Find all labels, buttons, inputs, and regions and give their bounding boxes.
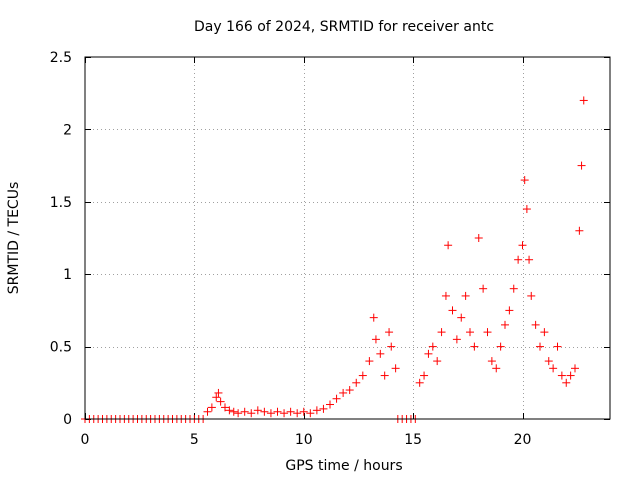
data-point: [214, 388, 223, 397]
data-point: [452, 335, 461, 344]
data-point: [293, 409, 302, 418]
data-point: [531, 320, 540, 329]
data-point: [266, 409, 275, 418]
data-point: [280, 409, 289, 418]
data-point: [352, 378, 361, 387]
data-point: [365, 357, 374, 366]
axis-ticks: [85, 57, 610, 420]
data-point: [540, 328, 549, 337]
data-point: [544, 357, 553, 366]
data-point: [505, 306, 514, 315]
data-point: [553, 342, 562, 351]
y-tick-label: 0.5: [50, 340, 72, 356]
data-point: [566, 371, 575, 380]
data-point: [518, 241, 527, 250]
data-points: [81, 96, 588, 423]
data-point: [483, 328, 492, 337]
x-tick-label: 5: [190, 432, 199, 448]
x-axis-label: GPS time / hours: [285, 458, 402, 474]
data-point: [487, 357, 496, 366]
y-tick-label: 2: [63, 122, 72, 138]
data-point: [520, 176, 529, 185]
data-point: [461, 291, 470, 300]
y-axis-label: SRMTID / TECUs: [6, 182, 22, 295]
data-point: [203, 407, 212, 416]
data-point: [229, 407, 238, 416]
data-point: [225, 406, 234, 415]
data-point: [339, 388, 348, 397]
y-tick-label: 0: [63, 412, 72, 428]
data-point: [501, 320, 509, 329]
data-point: [496, 342, 505, 351]
data-point: [575, 226, 584, 235]
data-point: [522, 205, 531, 214]
x-tick-label: 10: [295, 432, 313, 448]
chart-title: Day 166 of 2024, SRMTID for receiver ant…: [194, 19, 494, 35]
data-point: [234, 409, 243, 418]
data-point: [424, 349, 433, 358]
data-point: [457, 313, 466, 322]
data-point: [216, 397, 225, 406]
data-point: [260, 407, 269, 416]
data-point: [509, 284, 518, 293]
y-tick-label: 2.5: [50, 50, 72, 66]
data-point: [441, 291, 450, 300]
plot-frame: [84, 56, 611, 420]
y-tick-label: 1.5: [50, 195, 72, 211]
data-point: [212, 393, 221, 402]
data-point: [376, 349, 385, 358]
x-tick-label: 0: [81, 432, 90, 448]
data-point: [479, 284, 488, 293]
data-point: [557, 371, 566, 380]
data-point: [437, 328, 446, 337]
data-point: [391, 364, 400, 373]
data-point: [433, 357, 442, 366]
data-point: [358, 371, 367, 380]
data-point: [577, 161, 586, 170]
data-point: [448, 306, 457, 315]
data-point: [470, 342, 479, 351]
data-point: [387, 342, 396, 351]
data-point: [207, 403, 216, 412]
grid-lines: [85, 57, 610, 419]
data-point: [527, 291, 536, 300]
y-tick-label: 1: [63, 267, 72, 283]
data-point: [444, 241, 453, 250]
data-point: [326, 400, 334, 409]
data-point: [385, 328, 394, 337]
data-point: [240, 407, 249, 416]
data-point: [247, 409, 256, 418]
data-point: [369, 313, 378, 322]
data-point: [380, 371, 389, 380]
data-point: [221, 403, 229, 412]
data-point: [579, 96, 588, 105]
data-point: [253, 406, 262, 415]
data-point: [492, 364, 501, 373]
data-point: [525, 255, 534, 264]
data-point: [571, 364, 579, 373]
x-tick-labels: 0 5 10 15 20: [81, 432, 532, 448]
data-point: [299, 407, 308, 416]
x-tick-label: 20: [514, 432, 532, 448]
data-point: [312, 406, 321, 415]
y-tick-labels: 0 0.5 1 1.5 2 2.5: [50, 50, 72, 428]
data-point: [562, 378, 571, 387]
data-point: [420, 371, 429, 380]
data-point: [371, 335, 380, 344]
data-point: [415, 378, 424, 387]
data-point: [319, 404, 328, 413]
data-point: [474, 234, 483, 242]
data-point: [549, 364, 558, 373]
data-point: [514, 255, 523, 264]
data-point: [332, 394, 341, 403]
data-point: [345, 386, 354, 395]
data-point: [428, 342, 437, 351]
data-point: [536, 342, 544, 351]
data-point: [273, 407, 282, 416]
data-point: [306, 409, 315, 418]
data-point: [286, 407, 295, 416]
x-tick-label: 15: [404, 432, 422, 448]
data-point: [466, 328, 474, 337]
